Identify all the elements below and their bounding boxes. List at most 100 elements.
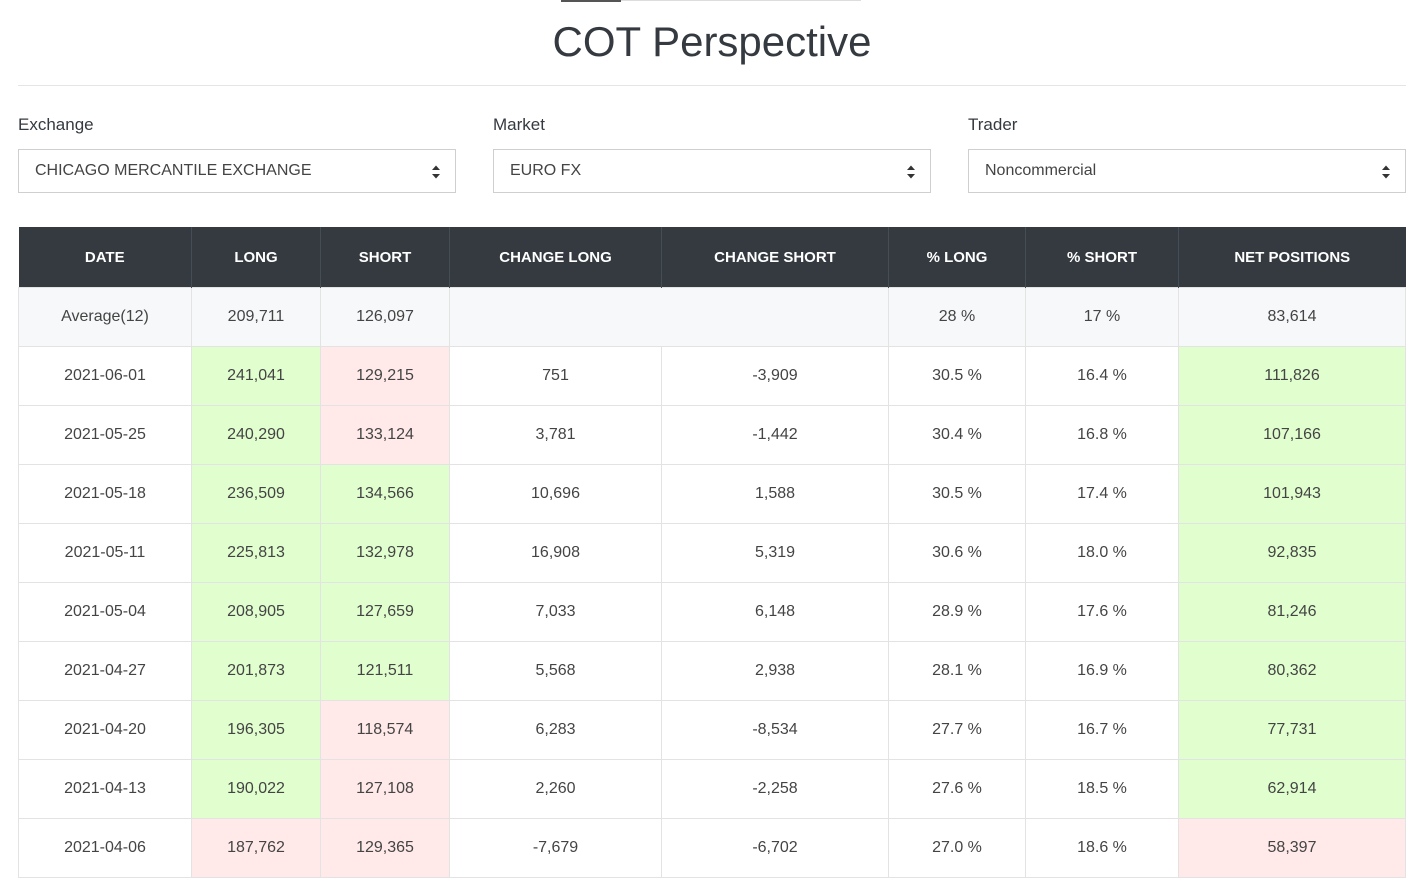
column-header-net-positions[interactable]: NET POSITIONS: [1178, 227, 1406, 288]
change-short-cell: -8,534: [661, 700, 889, 760]
pct-short-cell: 18.5 %: [1025, 759, 1179, 819]
long-cell: 241,041: [191, 346, 321, 406]
table-row: 2021-05-04 208,905 127,659 7,033 6,148 28.9 %…: [18, 582, 1406, 642]
net-positions-cell: 58,397: [1178, 818, 1406, 878]
table-header-row: DATE LONG SHORT CHANGE LONG CHANGE SHORT…: [18, 227, 1406, 288]
average-net: 83,614: [1178, 287, 1406, 347]
pct-short-cell: 18.6 %: [1025, 818, 1179, 878]
net-positions-cell: 92,835: [1178, 523, 1406, 583]
change-long-cell: 2,260: [449, 759, 662, 819]
net-positions-cell: 77,731: [1178, 700, 1406, 760]
trader-label: Trader: [968, 115, 1018, 134]
date-cell: 2021-04-13: [18, 759, 192, 819]
cot-table: DATE LONG SHORT CHANGE LONG CHANGE SHORT…: [18, 227, 1406, 878]
pct-short-cell: 16.7 %: [1025, 700, 1179, 760]
short-cell: 127,659: [320, 582, 450, 642]
pct-long-cell: 30.5 %: [888, 346, 1026, 406]
table-row: 2021-05-11 225,813 132,978 16,908 5,319 30.6 …: [18, 523, 1406, 583]
long-cell: 225,813: [191, 523, 321, 583]
exchange-select-value: CHICAGO MERCANTILE EXCHANGE: [35, 162, 312, 179]
title-accent-line: [561, 0, 861, 2]
page-title: COT Perspective: [552, 18, 872, 65]
change-long-cell: 3,781: [449, 405, 662, 465]
average-pct-long: 28 %: [888, 287, 1026, 347]
pct-short-cell: 17.4 %: [1025, 464, 1179, 524]
change-short-cell: -1,442: [661, 405, 889, 465]
change-long-cell: 751: [449, 346, 662, 406]
date-cell: 2021-04-06: [18, 818, 192, 878]
pct-long-cell: 30.4 %: [888, 405, 1026, 465]
exchange-label: Exchange: [18, 115, 94, 134]
short-cell: 134,566: [320, 464, 450, 524]
change-short-cell: -6,702: [661, 818, 889, 878]
short-cell: 132,978: [320, 523, 450, 583]
column-header-change-short[interactable]: CHANGE SHORT: [661, 227, 889, 288]
title-divider: [18, 85, 1406, 86]
net-positions-cell: 80,362: [1178, 641, 1406, 701]
long-cell: 190,022: [191, 759, 321, 819]
short-cell: 118,574: [320, 700, 450, 760]
short-cell: 133,124: [320, 405, 450, 465]
pct-short-cell: 16.4 %: [1025, 346, 1179, 406]
change-long-cell: -7,679: [449, 818, 662, 878]
net-positions-cell: 62,914: [1178, 759, 1406, 819]
column-header-pct-short[interactable]: % SHORT: [1025, 227, 1179, 288]
date-cell: 2021-06-01: [18, 346, 192, 406]
change-long-cell: 10,696: [449, 464, 662, 524]
exchange-select[interactable]: CHICAGO MERCANTILE EXCHANGE: [18, 149, 456, 193]
average-row: Average(12) 209,711 126,097 28 % 17 % 83…: [18, 287, 1406, 347]
average-pct-short: 17 %: [1025, 287, 1179, 347]
average-change-cell: [449, 287, 889, 347]
date-cell: 2021-04-20: [18, 700, 192, 760]
trader-select-value: Noncommercial: [985, 162, 1097, 179]
table-row: 2021-04-27 201,873 121,511 5,568 2,938 28.1 %…: [18, 641, 1406, 701]
date-cell: 2021-05-25: [18, 405, 192, 465]
column-header-change-long[interactable]: CHANGE LONG: [449, 227, 662, 288]
long-cell: 187,762: [191, 818, 321, 878]
trader-select[interactable]: Noncommercial: [968, 149, 1406, 193]
table-row: 2021-05-25 240,290 133,124 3,781 -1,442 30.4 …: [18, 405, 1406, 465]
net-positions-cell: 101,943: [1178, 464, 1406, 524]
long-cell: 196,305: [191, 700, 321, 760]
change-short-cell: -3,909: [661, 346, 889, 406]
pct-long-cell: 27.6 %: [888, 759, 1026, 819]
short-cell: 121,511: [320, 641, 450, 701]
change-short-cell: 6,148: [661, 582, 889, 642]
column-header-long[interactable]: LONG: [191, 227, 321, 288]
table-row: 2021-05-18 236,509 134,566 10,696 1,588 30.5 …: [18, 464, 1406, 524]
long-cell: 236,509: [191, 464, 321, 524]
pct-long-cell: 28.9 %: [888, 582, 1026, 642]
change-short-cell: 1,588: [661, 464, 889, 524]
market-select-value: EURO FX: [510, 162, 582, 179]
change-long-cell: 7,033: [449, 582, 662, 642]
net-positions-cell: 107,166: [1178, 405, 1406, 465]
cot-table-container: DATE LONG SHORT CHANGE LONG CHANGE SHORT…: [18, 227, 1406, 878]
pct-long-cell: 27.0 %: [888, 818, 1026, 878]
column-header-date[interactable]: DATE: [18, 227, 192, 288]
table-row: 2021-04-20 196,305 118,574 6,283 -8,534 27.7 …: [18, 700, 1406, 760]
table-row: 2021-04-13 190,022 127,108 2,260 -2,258 27.6 …: [18, 759, 1406, 819]
market-label: Market: [493, 115, 545, 134]
short-cell: 129,365: [320, 818, 450, 878]
pct-short-cell: 17.6 %: [1025, 582, 1179, 642]
short-cell: 129,215: [320, 346, 450, 406]
column-header-short[interactable]: SHORT: [320, 227, 450, 288]
long-cell: 208,905: [191, 582, 321, 642]
long-cell: 201,873: [191, 641, 321, 701]
table-row: 2021-06-01 241,041 129,215 751 -3,909 30.5 % 1…: [18, 346, 1406, 406]
date-cell: 2021-05-11: [18, 523, 192, 583]
pct-long-cell: 28.1 %: [888, 641, 1026, 701]
market-filter: Market EURO FX: [493, 112, 931, 193]
pct-short-cell: 18.0 %: [1025, 523, 1179, 583]
date-cell: 2021-05-04: [18, 582, 192, 642]
short-cell: 127,108: [320, 759, 450, 819]
market-select[interactable]: EURO FX: [493, 149, 931, 193]
average-short: 126,097: [320, 287, 450, 347]
select-arrows-icon: [907, 165, 915, 179]
table-row: 2021-04-06 187,762 129,365 -7,679 -6,702 27.0…: [18, 818, 1406, 878]
change-short-cell: 2,938: [661, 641, 889, 701]
column-header-pct-long[interactable]: % LONG: [888, 227, 1026, 288]
average-long: 209,711: [191, 287, 321, 347]
date-cell: 2021-05-18: [18, 464, 192, 524]
change-short-cell: -2,258: [661, 759, 889, 819]
